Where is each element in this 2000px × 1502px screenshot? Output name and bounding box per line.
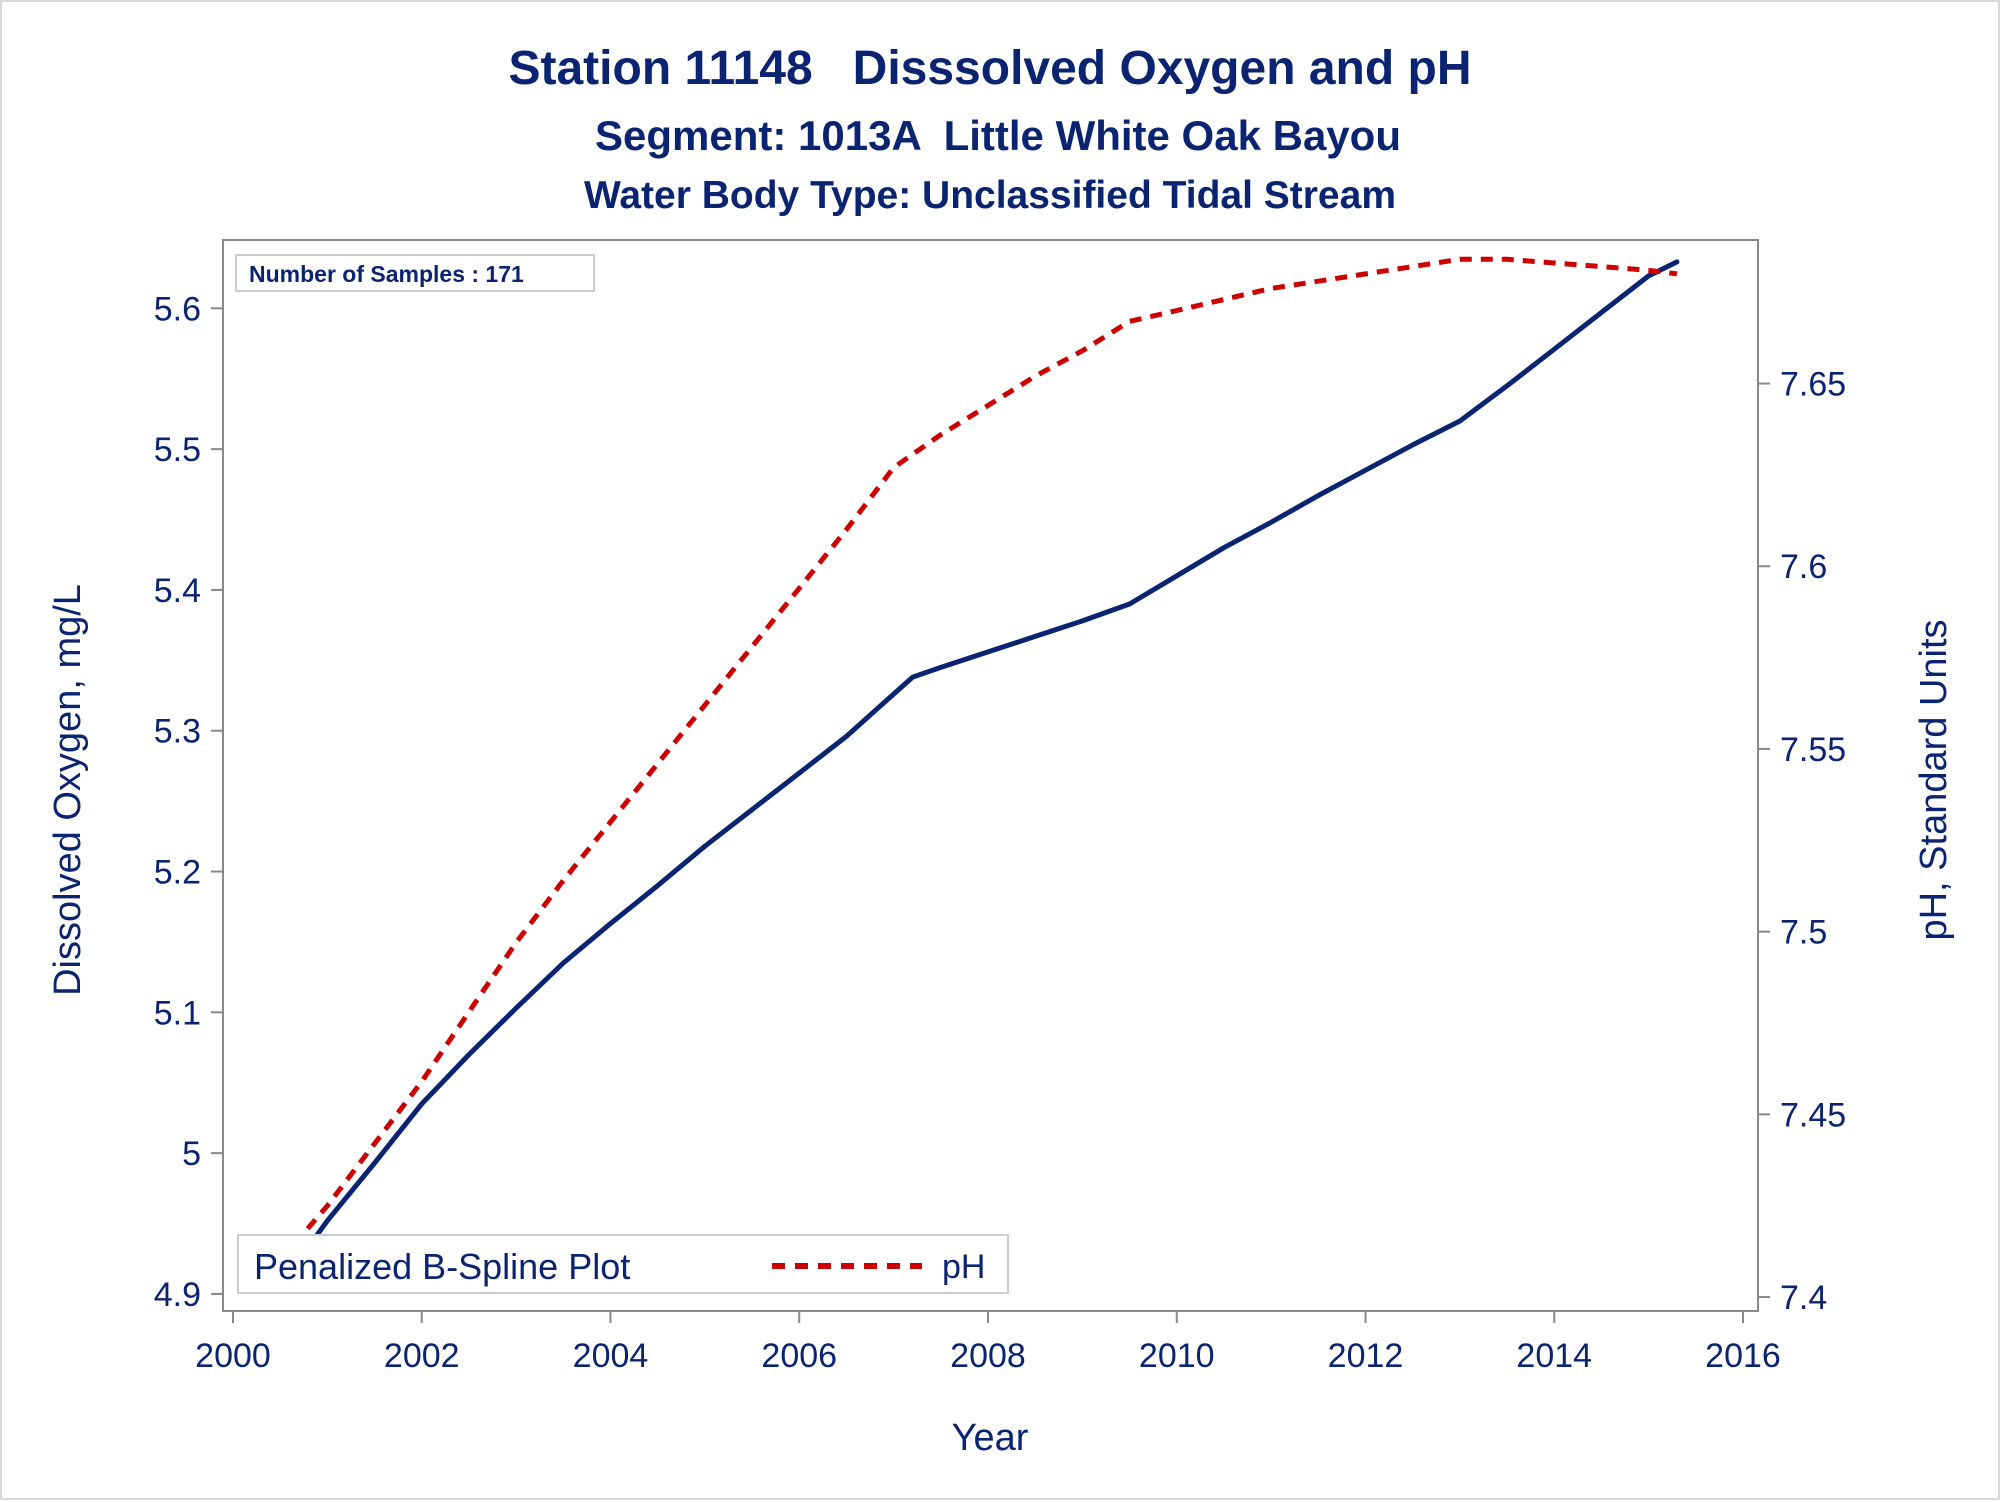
dissolved-oxygen-series-line — [287, 259, 1680, 1276]
y-right-tick-label: 7.65 — [1780, 366, 1846, 404]
series-layer — [278, 256, 1680, 1276]
chart-subtitle-2: Water Body Type: Unclassified Tidal Stre… — [584, 174, 1396, 217]
y-left-tick-label: 4.9 — [154, 1276, 201, 1314]
x-tick-label: 2012 — [1328, 1337, 1404, 1375]
y-axis-label-right: pH, Standard Units — [1913, 619, 1955, 940]
y-left-tick-label: 5 — [182, 1135, 201, 1173]
x-tick-label: 2000 — [195, 1337, 271, 1375]
ph-series-line — [278, 256, 1678, 1263]
y-right-tick-label: 7.45 — [1780, 1096, 1846, 1134]
y-right-tick-label: 7.6 — [1780, 548, 1827, 586]
legend-entry-ph: pH — [942, 1248, 985, 1286]
plot-area — [222, 239, 1759, 1312]
y-left-tick-label: 5.4 — [154, 572, 201, 610]
x-tick-label: 2006 — [761, 1337, 837, 1375]
x-axis-label: Year — [952, 1417, 1029, 1459]
y-axis-right-ticks: 7.4 7.45 7.5 7.55 7.6 7.65 — [1758, 366, 1846, 1317]
x-tick-label: 2014 — [1516, 1337, 1592, 1375]
x-tick-label: 2008 — [950, 1337, 1026, 1375]
y-left-tick-label: 5.6 — [154, 290, 201, 328]
inset-label: Number of Samples : 171 — [249, 261, 524, 287]
inset-box — [235, 254, 595, 292]
legend-title: Penalized B-Spline Plot — [254, 1246, 630, 1287]
chart-subtitle: Segment: 1013A Little White Oak Bayou — [595, 112, 1401, 159]
y-right-tick-label: 7.55 — [1780, 731, 1846, 769]
x-tick-label: 2004 — [573, 1337, 649, 1375]
x-tick-label: 2002 — [384, 1337, 460, 1375]
y-axis-label-left: Dissolved Oxygen, mg/L — [47, 584, 89, 996]
y-right-tick-label: 7.5 — [1780, 914, 1827, 952]
y-left-tick-label: 5.1 — [154, 994, 201, 1032]
y-left-tick-label: 5.2 — [154, 854, 201, 892]
y-right-tick-label: 7.4 — [1780, 1279, 1827, 1317]
y-axis-left-ticks: 4.9 5 5.1 5.2 5.3 5.4 5.5 5.6 — [154, 290, 223, 1314]
y-left-tick-label: 5.3 — [154, 713, 201, 751]
chart-title: Station 11148 Disssolved Oxygen and pH — [508, 42, 1471, 95]
y-left-tick-label: 5.5 — [154, 431, 201, 469]
x-axis-ticks: 2000 2002 2004 2006 2008 2010 2012 2014 2016 — [195, 1311, 1781, 1375]
x-tick-label: 2010 — [1139, 1337, 1215, 1375]
legend-box — [237, 1234, 1009, 1294]
x-tick-label: 2016 — [1705, 1337, 1781, 1375]
